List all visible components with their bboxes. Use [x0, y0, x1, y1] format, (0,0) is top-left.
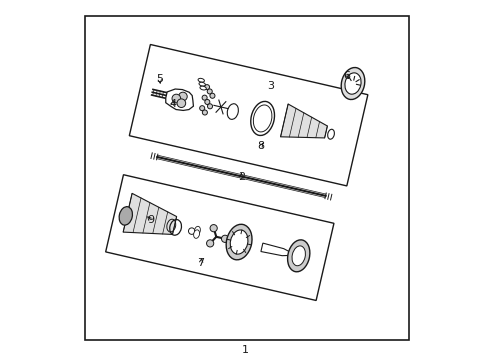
Ellipse shape	[194, 230, 199, 238]
Circle shape	[207, 104, 213, 109]
Ellipse shape	[328, 129, 334, 139]
Ellipse shape	[292, 246, 305, 266]
Circle shape	[202, 110, 207, 115]
Polygon shape	[261, 243, 290, 256]
Circle shape	[207, 89, 212, 94]
Text: 2: 2	[238, 172, 245, 182]
Circle shape	[210, 225, 217, 232]
Ellipse shape	[172, 94, 181, 103]
Circle shape	[210, 93, 215, 98]
Ellipse shape	[177, 99, 186, 108]
Ellipse shape	[288, 240, 310, 272]
Circle shape	[205, 99, 210, 104]
Ellipse shape	[230, 230, 248, 254]
Text: 8: 8	[258, 141, 265, 151]
Circle shape	[221, 235, 229, 242]
Ellipse shape	[178, 92, 187, 101]
Ellipse shape	[195, 226, 200, 235]
Ellipse shape	[345, 73, 361, 94]
Ellipse shape	[199, 82, 205, 86]
Text: 7: 7	[197, 258, 205, 268]
Ellipse shape	[341, 68, 365, 99]
Text: 4: 4	[170, 99, 176, 109]
Text: 6: 6	[343, 71, 350, 81]
Circle shape	[199, 106, 205, 111]
Polygon shape	[106, 175, 334, 301]
Ellipse shape	[198, 78, 204, 82]
Polygon shape	[123, 193, 176, 234]
Ellipse shape	[226, 224, 252, 260]
Text: 1: 1	[242, 345, 248, 355]
Circle shape	[202, 95, 207, 100]
Circle shape	[207, 240, 214, 247]
Text: 5: 5	[156, 74, 163, 84]
Ellipse shape	[119, 207, 132, 225]
Text: 9: 9	[147, 215, 154, 225]
Text: 3: 3	[267, 81, 274, 91]
Polygon shape	[281, 104, 327, 138]
Polygon shape	[166, 89, 194, 111]
Circle shape	[204, 85, 210, 90]
Ellipse shape	[200, 86, 206, 90]
Polygon shape	[129, 45, 368, 186]
